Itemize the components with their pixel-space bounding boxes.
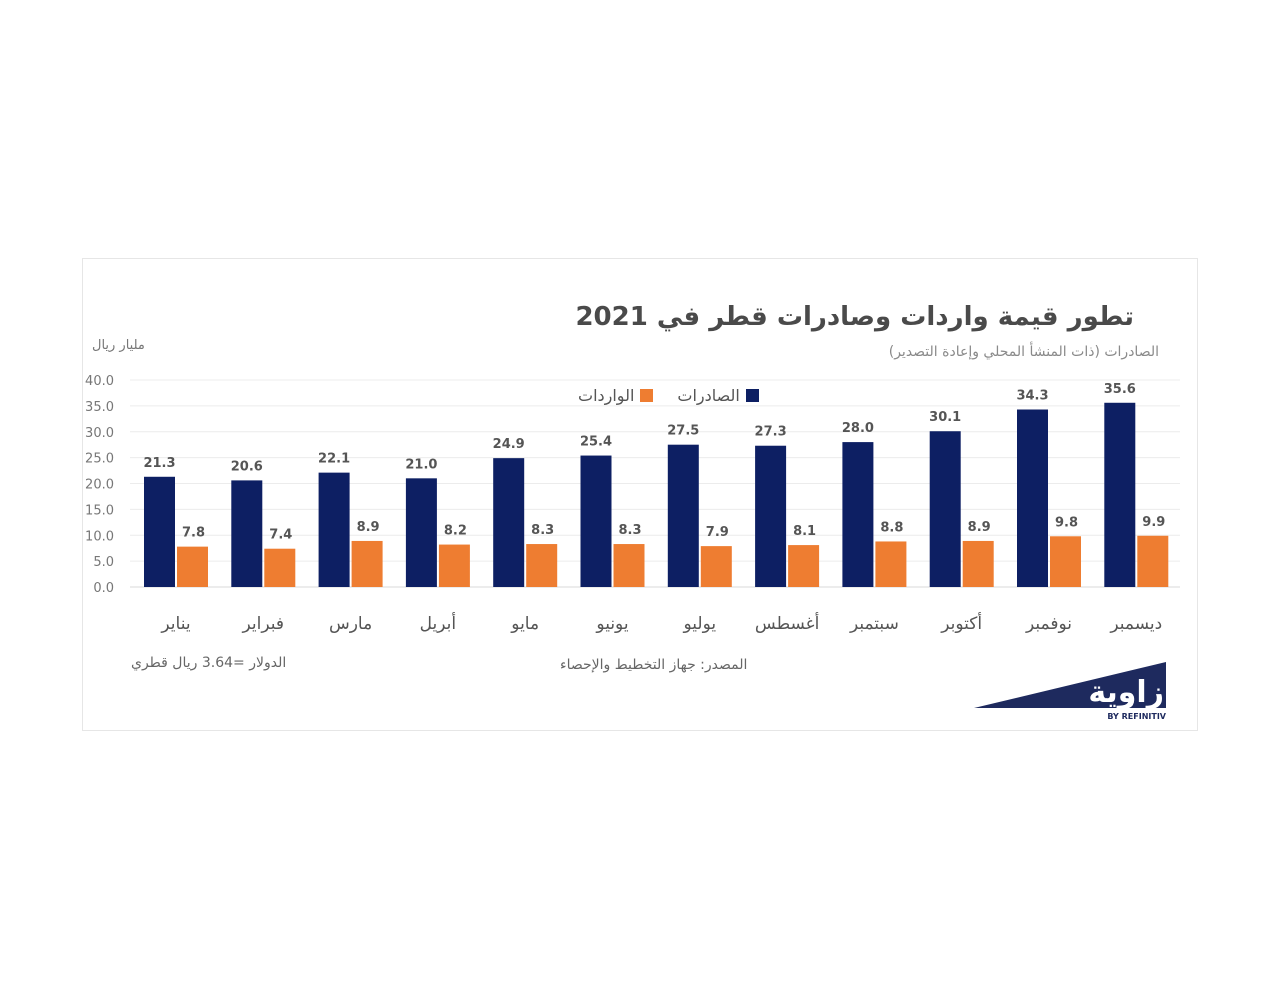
- legend-swatch-imports: [640, 389, 654, 402]
- bar-imports: [788, 545, 820, 587]
- x-category-label: أغسطس: [755, 612, 819, 634]
- bar-exports: [231, 480, 263, 587]
- x-category-label: يوليو: [682, 614, 716, 634]
- data-label-exports: 24.9: [493, 437, 525, 452]
- data-label-imports: 7.4: [269, 528, 292, 543]
- data-label-imports: 8.3: [618, 523, 641, 538]
- data-label-exports: 30.1: [929, 410, 961, 425]
- data-label-imports: 7.9: [706, 525, 729, 540]
- chart-subtitle: الصادرات (ذات المنشأ المحلي وإعادة التصد…: [888, 344, 1159, 360]
- x-category-label: سبتمبر: [849, 614, 899, 634]
- data-label-exports: 21.3: [143, 456, 175, 471]
- source-note: المصدر: جهاز التخطيط والإحصاء: [560, 657, 748, 673]
- legend: الصادرات الواردات: [578, 386, 759, 405]
- legend-item-exports: الصادرات: [677, 386, 759, 405]
- data-label-exports: 27.3: [755, 425, 787, 440]
- bar-exports: [842, 442, 874, 587]
- legend-swatch-exports: [745, 389, 759, 402]
- bar-exports: [755, 445, 787, 587]
- bar-imports: [613, 544, 645, 587]
- data-label-imports: 8.9: [357, 520, 380, 535]
- bar-imports: [962, 540, 994, 587]
- y-tick-label: 5.0: [93, 555, 114, 570]
- data-label-exports: 27.5: [667, 424, 699, 439]
- data-label-imports: 9.8: [1055, 515, 1078, 530]
- x-category-label: يناير: [160, 614, 190, 634]
- bar-imports: [177, 546, 208, 587]
- data-label-imports: 8.1: [793, 524, 816, 539]
- y-tick-label: 30.0: [85, 426, 114, 441]
- y-axis-unit: مليار ريال: [92, 338, 145, 353]
- y-tick-label: 10.0: [85, 529, 114, 544]
- bar-imports: [1050, 536, 1081, 587]
- data-label-imports: 8.9: [968, 520, 991, 535]
- exchange-rate-note: الدولار =3.64 ريال قطري: [131, 655, 287, 671]
- y-tick-label: 40.0: [85, 374, 114, 389]
- x-category-label: يونيو: [595, 614, 628, 634]
- legend-label-exports: الصادرات: [677, 386, 740, 405]
- data-label-imports: 8.2: [444, 524, 467, 539]
- data-label-imports: 8.3: [531, 523, 554, 538]
- bar-exports: [1017, 409, 1048, 587]
- bar-exports: [1104, 402, 1136, 587]
- data-label-imports: 7.8: [182, 526, 205, 541]
- data-label-exports: 20.6: [231, 459, 263, 474]
- data-label-imports: 9.9: [1142, 515, 1165, 530]
- bar-imports: [351, 540, 383, 587]
- legend-item-imports: الواردات: [578, 386, 654, 405]
- data-label-exports: 34.3: [1016, 388, 1048, 403]
- data-label-exports: 35.6: [1104, 382, 1136, 397]
- bar-imports: [700, 546, 732, 587]
- bar-exports: [929, 431, 961, 587]
- bar-imports: [438, 544, 470, 587]
- bar-exports: [667, 444, 699, 587]
- x-category-label: نوفمبر: [1025, 614, 1072, 634]
- x-category-label: أبريل: [420, 612, 456, 634]
- x-category-label: ديسمبر: [1109, 614, 1162, 634]
- y-tick-label: 20.0: [85, 478, 114, 493]
- bar-exports: [144, 476, 175, 587]
- data-label-exports: 25.4: [580, 435, 612, 450]
- y-tick-label: 15.0: [85, 503, 114, 518]
- logo-text: زاوية: [1088, 675, 1164, 710]
- x-category-label: فبراير: [242, 614, 284, 634]
- logo-tagline: BY REFINITIV: [1107, 712, 1166, 721]
- legend-label-imports: الواردات: [578, 386, 635, 405]
- bar-exports: [493, 458, 525, 587]
- bar-imports: [526, 544, 558, 587]
- data-label-exports: 28.0: [842, 421, 874, 436]
- zawya-logo: زاوية BY REFINITIV: [974, 662, 1167, 721]
- y-tick-label: 25.0: [85, 452, 114, 467]
- bar-exports: [318, 472, 350, 587]
- x-category-label: أكتوبر: [940, 612, 982, 634]
- bar-exports: [405, 478, 437, 587]
- bar-imports: [875, 541, 907, 587]
- data-label-imports: 8.8: [880, 520, 903, 535]
- y-tick-label: 35.0: [85, 400, 114, 415]
- bar-exports: [580, 455, 612, 587]
- chart-card: [82, 258, 1198, 731]
- y-tick-label: 0.0: [93, 581, 114, 596]
- bar-imports: [264, 548, 296, 587]
- x-category-label: مارس: [329, 614, 372, 634]
- bar-imports: [1137, 535, 1169, 587]
- data-label-exports: 22.1: [318, 452, 350, 467]
- x-category-label: مايو: [510, 614, 539, 634]
- data-label-exports: 21.0: [405, 457, 437, 472]
- chart-title: تطور قيمة واردات وصادرات قطر في 2021: [575, 302, 1134, 332]
